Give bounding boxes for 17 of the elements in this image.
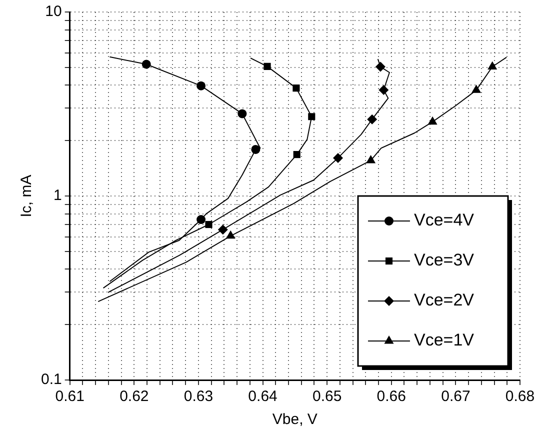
y-tick-label: 10 <box>45 3 62 20</box>
x-tick-label: 0.65 <box>312 388 342 406</box>
x-tick-label: 0.64 <box>248 388 278 406</box>
x-tick-label: 0.67 <box>441 388 470 406</box>
legend-label: Vce=1V <box>414 330 475 350</box>
x-tick-label: 0.68 <box>505 388 535 406</box>
x-tick-label: 0.63 <box>184 388 214 406</box>
y-tick-label: 1 <box>54 187 62 204</box>
legend-label: Vce=3V <box>414 250 475 270</box>
x-tick-label: 0.61 <box>55 388 84 406</box>
x-tick-label: 0.62 <box>120 388 149 406</box>
y-tick-label: 0.1 <box>40 371 62 388</box>
x-axis-title: Vbe, V <box>272 411 318 428</box>
y-axis-title: Ic, mA <box>18 174 36 218</box>
legend-label: Vce=2V <box>414 290 475 310</box>
legend-label: Vce=4V <box>414 210 475 230</box>
x-tick-label: 0.66 <box>376 388 406 406</box>
